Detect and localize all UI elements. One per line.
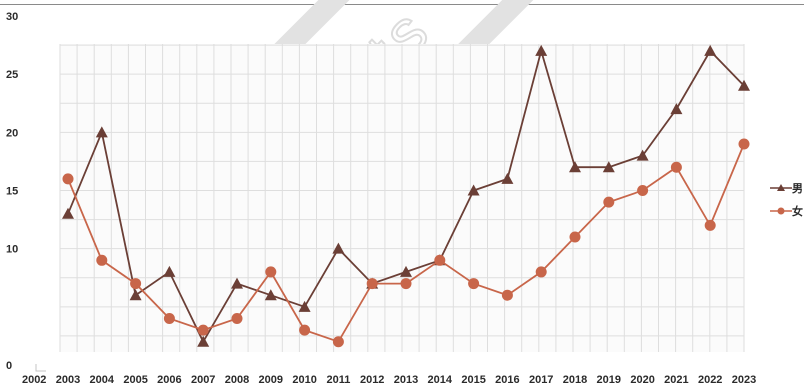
x-tick-label: 2016 bbox=[495, 374, 519, 386]
x-tick-label: 2006 bbox=[157, 374, 181, 386]
data-point-triangle bbox=[738, 79, 750, 91]
x-tick-label: 2020 bbox=[630, 374, 654, 386]
data-point-circle bbox=[535, 266, 547, 278]
y-tick-label: 0 bbox=[6, 360, 12, 372]
data-point-circle bbox=[400, 278, 412, 290]
x-tick-label: 2022 bbox=[698, 374, 722, 386]
data-point-triangle bbox=[163, 265, 176, 277]
x-tick-label: 2007 bbox=[191, 374, 215, 386]
x-tick-label: 2003 bbox=[56, 374, 80, 386]
x-tick-label: 2019 bbox=[597, 374, 621, 386]
series-2 bbox=[62, 138, 750, 348]
x-tick-label: 2008 bbox=[225, 374, 249, 386]
data-point-triangle bbox=[704, 44, 717, 56]
data-point-circle bbox=[265, 266, 277, 278]
legend-label: 女 bbox=[792, 204, 803, 218]
data-point-circle bbox=[501, 289, 513, 301]
y-tick-label: 25 bbox=[6, 69, 18, 81]
x-tick-label: 2015 bbox=[461, 374, 485, 386]
series-layer bbox=[62, 44, 750, 348]
x-tick-label: 2018 bbox=[563, 374, 587, 386]
data-point-circle bbox=[637, 185, 649, 196]
y-tick-label: 15 bbox=[6, 186, 18, 198]
y-tick-label: 20 bbox=[6, 127, 18, 139]
data-point-triangle bbox=[129, 289, 142, 301]
data-point-triangle bbox=[535, 44, 548, 56]
x-tick-label: 2023 bbox=[732, 374, 756, 386]
x-tick-label: 2013 bbox=[394, 374, 418, 386]
x-tick-label: 2010 bbox=[292, 374, 316, 386]
data-point-triangle bbox=[501, 172, 514, 184]
data-point-triangle bbox=[602, 161, 615, 173]
data-point-triangle bbox=[95, 126, 108, 138]
plot-grid bbox=[59, 44, 745, 352]
data-point-circle bbox=[96, 254, 108, 266]
legend-label: 男 bbox=[792, 182, 803, 195]
x-tick-label: 2005 bbox=[123, 374, 147, 386]
data-point-circle bbox=[603, 196, 615, 208]
legend: 男女 bbox=[770, 182, 803, 218]
legend-entry: 男 bbox=[770, 182, 803, 195]
x-tick-label: 2002 bbox=[22, 374, 46, 386]
data-point-triangle bbox=[197, 335, 210, 347]
data-point-circle bbox=[62, 173, 74, 185]
data-point-circle bbox=[197, 324, 209, 336]
axis-corner-tick bbox=[35, 364, 46, 372]
data-point-triangle bbox=[298, 300, 311, 312]
data-point-triangle bbox=[332, 242, 345, 254]
x-tick-label: 2012 bbox=[360, 374, 384, 386]
data-point-circle bbox=[163, 312, 175, 324]
data-point-circle bbox=[299, 324, 311, 336]
data-point-triangle bbox=[467, 184, 480, 196]
data-point-triangle bbox=[670, 103, 683, 115]
data-point-triangle bbox=[231, 277, 243, 289]
x-tick-label: 2009 bbox=[259, 374, 283, 386]
data-point-circle bbox=[704, 219, 716, 231]
data-point-circle bbox=[670, 161, 682, 173]
data-point-triangle bbox=[569, 161, 581, 173]
data-point-circle bbox=[434, 254, 446, 266]
data-point-circle bbox=[738, 138, 750, 150]
x-axis: 2002 2003 2004 2005 2006 2007 2008 2009 2010 2011… bbox=[22, 374, 756, 386]
data-point-circle bbox=[468, 278, 480, 290]
x-tick-label: 2014 bbox=[428, 374, 453, 386]
legend-entry: 女 bbox=[770, 204, 803, 218]
x-tick-label: 2021 bbox=[664, 374, 688, 386]
x-tick-label: 2004 bbox=[90, 374, 115, 386]
data-point-circle bbox=[569, 231, 581, 243]
data-point-triangle bbox=[62, 207, 74, 219]
legend-marker-circle bbox=[777, 207, 785, 215]
y-tick-label: 10 bbox=[6, 244, 18, 256]
data-point-circle bbox=[332, 336, 344, 348]
legend-marker-triangle bbox=[777, 184, 785, 191]
data-point-triangle bbox=[636, 149, 649, 161]
data-point-circle bbox=[130, 278, 142, 290]
x-tick-label: 2017 bbox=[529, 374, 553, 386]
data-point-circle bbox=[231, 312, 243, 324]
y-tick-label: 30 bbox=[6, 11, 18, 23]
data-point-triangle bbox=[264, 289, 277, 301]
data-point-triangle bbox=[400, 265, 412, 277]
y-axis: 0 10 15 20 25 30 bbox=[6, 11, 46, 372]
data-point-circle bbox=[366, 278, 378, 290]
x-tick-label: 2011 bbox=[326, 374, 350, 386]
